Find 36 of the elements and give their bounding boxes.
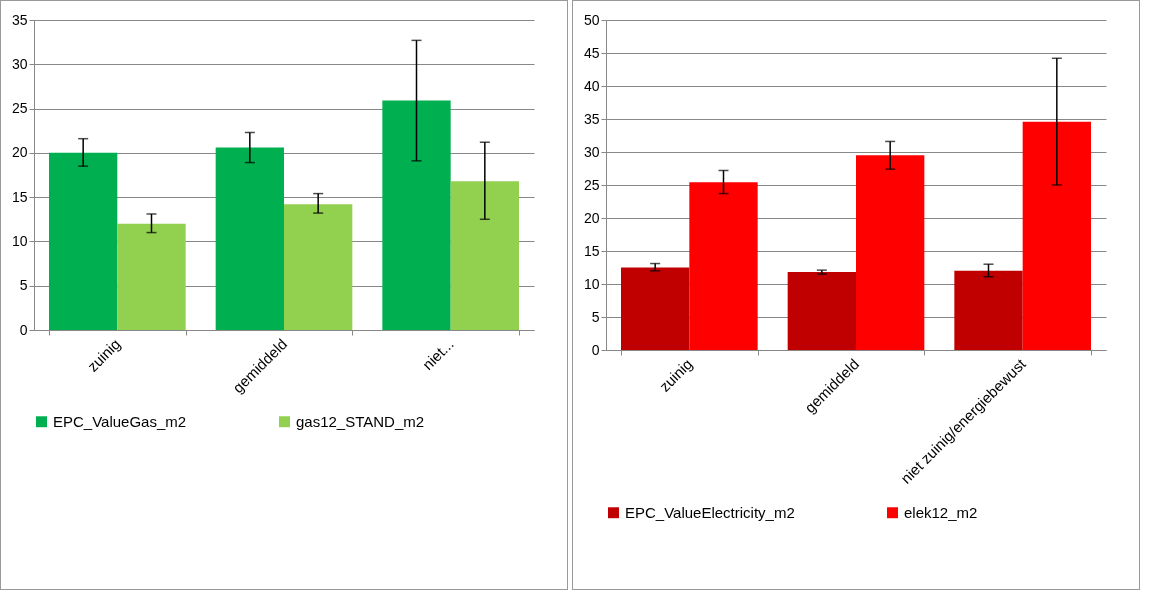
y-tick-label: 15 xyxy=(11,188,28,205)
y-tick-label: 25 xyxy=(583,176,600,193)
x-tick-label: niet... xyxy=(418,335,457,374)
y-tick-label: 5 xyxy=(19,277,28,294)
y-tick-label: 0 xyxy=(591,341,600,358)
legend-label: EPC_ValueGas_m2 xyxy=(53,412,187,430)
y-tick-label: 10 xyxy=(11,232,28,249)
y-tick-label: 15 xyxy=(583,242,600,259)
y-tick-label: 20 xyxy=(583,209,600,226)
bar xyxy=(621,267,690,350)
legend-label: elek12_m2 xyxy=(904,503,978,521)
bar xyxy=(284,204,353,330)
bar xyxy=(787,272,856,350)
bar xyxy=(450,181,519,330)
bar xyxy=(954,270,1023,350)
bar xyxy=(49,152,118,330)
y-tick-label: 40 xyxy=(583,77,600,94)
y-tick-label: 45 xyxy=(583,44,600,61)
bar xyxy=(856,155,925,350)
y-tick-label: 10 xyxy=(583,275,600,292)
y-tick-label: 30 xyxy=(11,55,28,72)
y-tick-label: 35 xyxy=(11,11,28,28)
bar xyxy=(215,147,284,330)
legend-label: EPC_ValueElectricity_m2 xyxy=(625,503,795,521)
y-tick-label: 0 xyxy=(19,321,28,338)
y-tick-label: 35 xyxy=(583,110,600,127)
bar xyxy=(117,223,186,330)
bar xyxy=(689,182,758,350)
legend-label: gas12_STAND_m2 xyxy=(296,412,425,430)
y-tick-label: 25 xyxy=(11,100,28,117)
y-tick-label: 20 xyxy=(11,144,28,161)
y-tick-label: 5 xyxy=(591,308,600,325)
bar xyxy=(1022,121,1091,350)
y-tick-label: 30 xyxy=(583,143,600,160)
y-tick-label: 50 xyxy=(583,11,600,28)
bar xyxy=(382,100,451,330)
